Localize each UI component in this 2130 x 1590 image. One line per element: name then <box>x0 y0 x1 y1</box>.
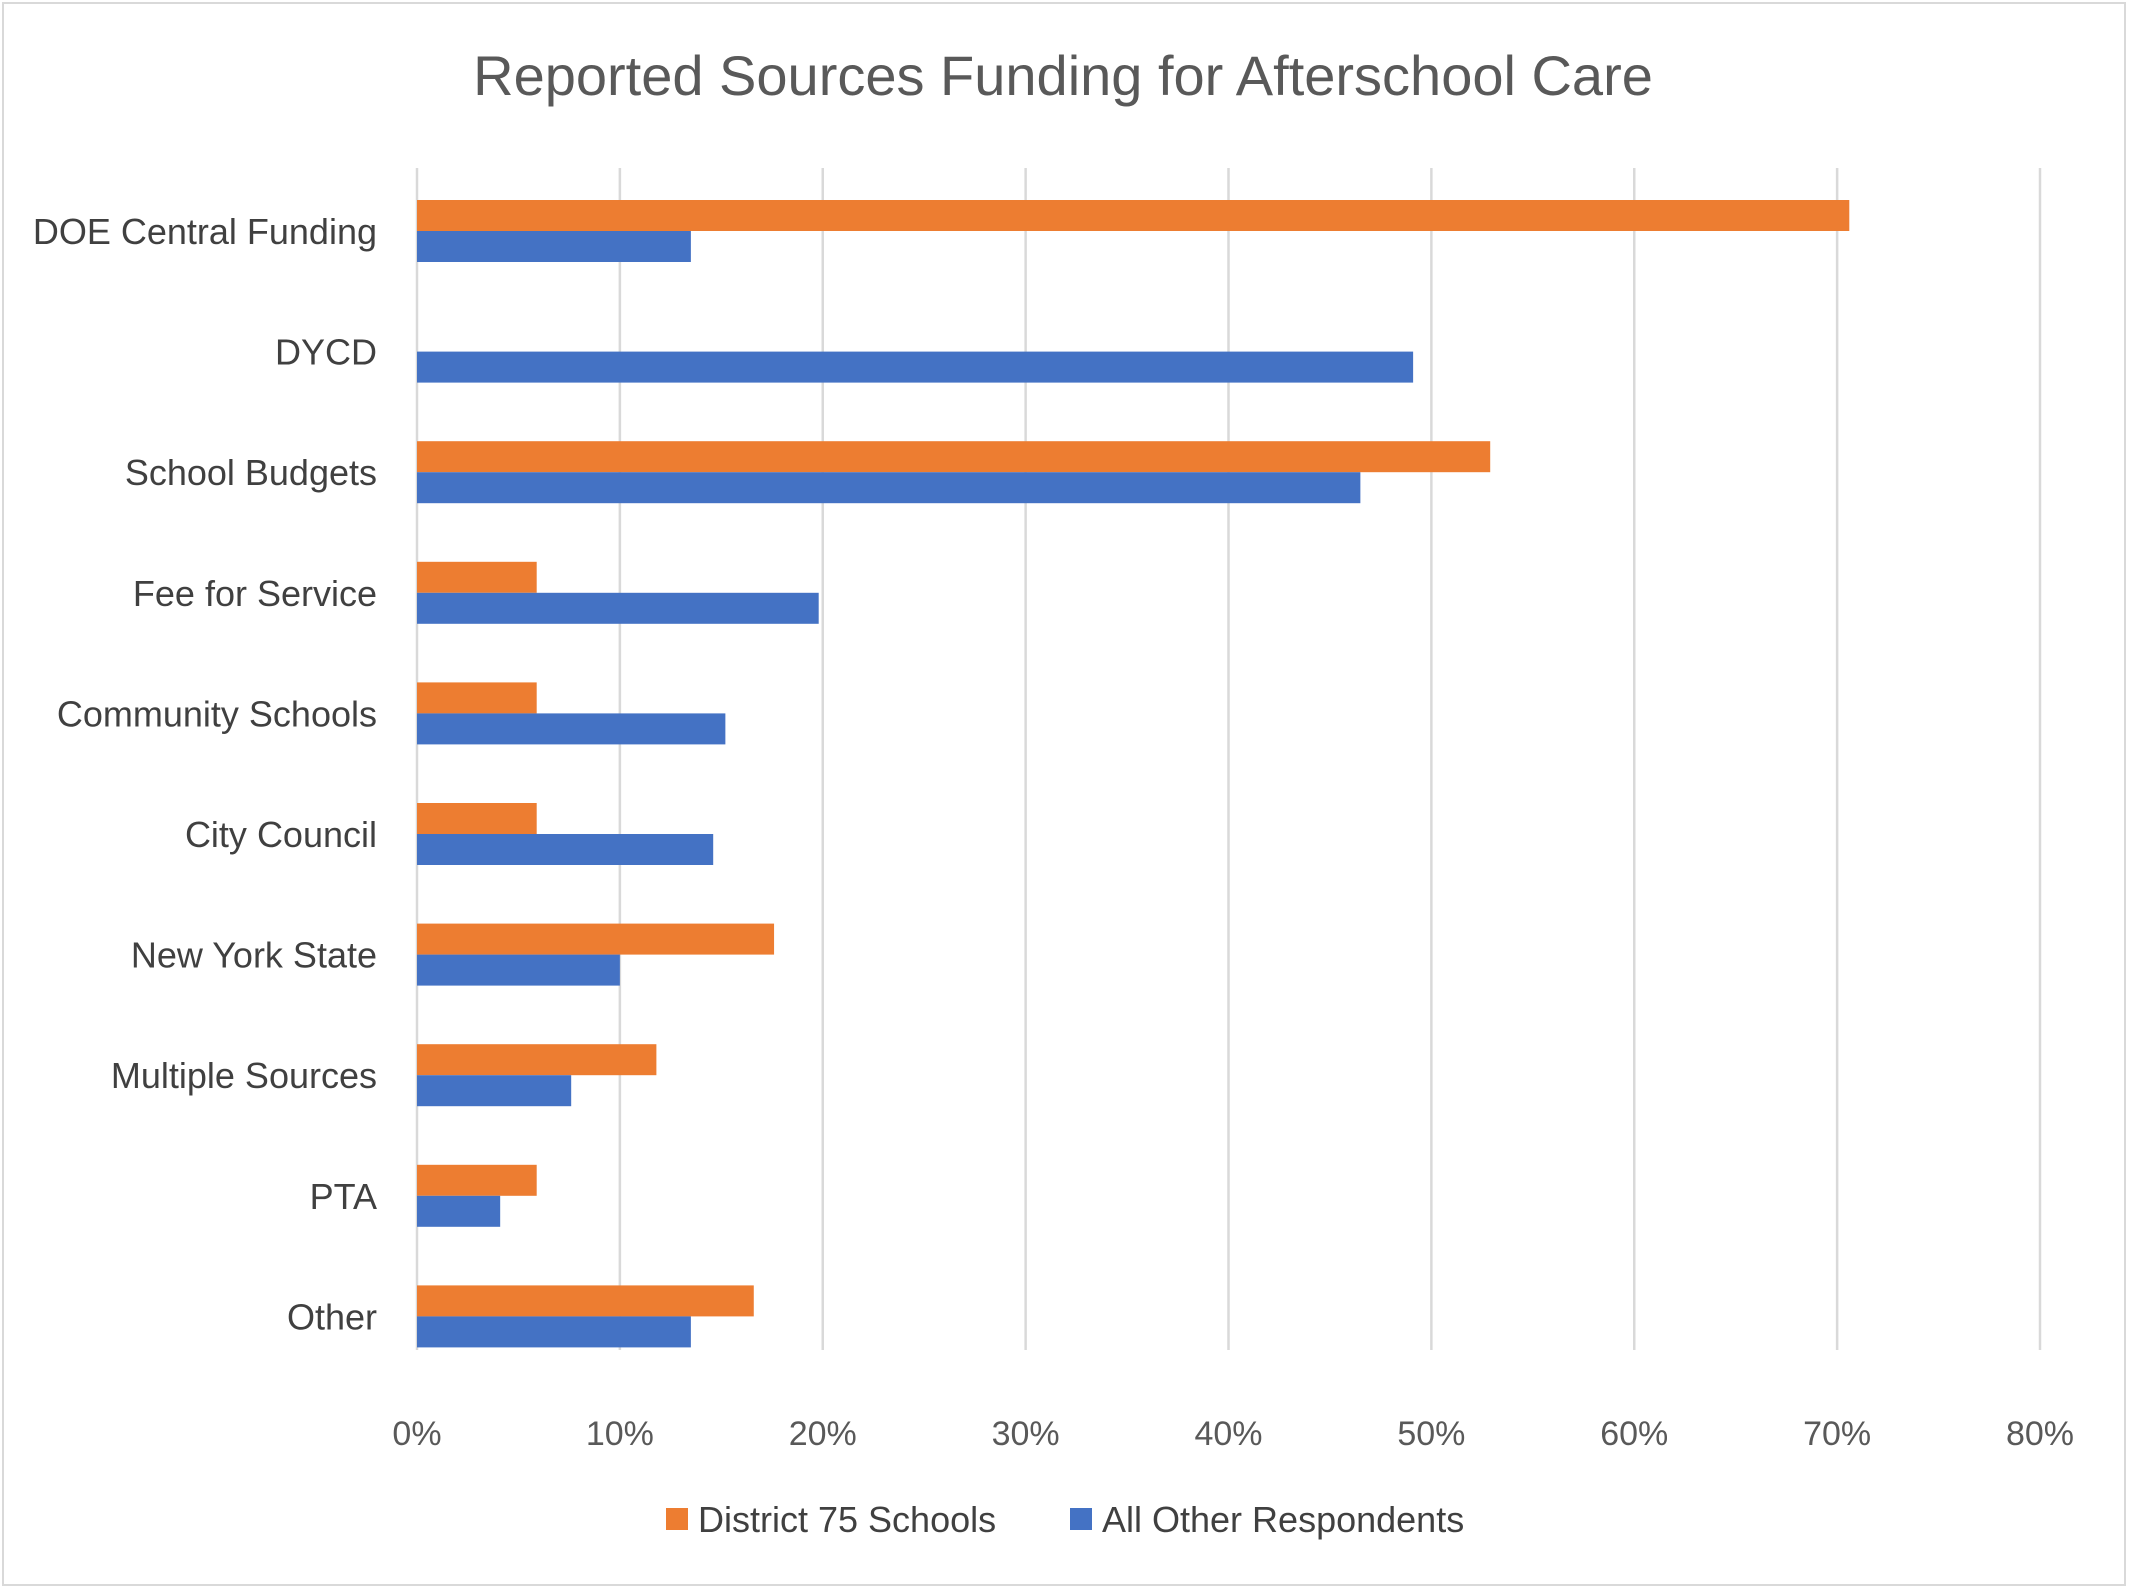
category-label: City Council <box>185 814 377 855</box>
x-tick-label: 0% <box>392 1415 441 1453</box>
bar-all-other <box>417 592 819 624</box>
x-axis-tick-labels: 0% 10% 20% 30% 40% 50% 60% 70% 80% <box>392 1415 2074 1453</box>
bar-all-other <box>417 954 620 986</box>
bars <box>417 200 1850 1348</box>
x-tick-label: 10% <box>586 1415 654 1453</box>
bar-district-75 <box>417 923 775 955</box>
gridlines <box>415 168 2042 1350</box>
x-tick-label: 50% <box>1397 1415 1465 1453</box>
legend: District 75 Schools All Other Respondents <box>666 1499 1464 1540</box>
category-labels: DOE Central Funding DYCD School Budgets Fee… <box>33 211 377 1337</box>
category-label: Multiple Sources <box>111 1055 377 1096</box>
bar-district-75 <box>417 200 1850 231</box>
bar-all-other <box>417 472 1361 504</box>
bar-all-other <box>417 1195 501 1227</box>
category-label: PTA <box>310 1176 377 1217</box>
category-label: DOE Central Funding <box>33 211 377 252</box>
bar-district-75 <box>417 1044 657 1076</box>
bar-all-other <box>417 231 691 262</box>
x-tick-label: 70% <box>1803 1415 1871 1453</box>
chart-title: Reported Sources Funding for Afterschool… <box>473 44 1653 107</box>
category-label: Fee for Service <box>133 573 377 614</box>
bar-district-75 <box>417 561 537 593</box>
bar-all-other <box>417 1075 572 1107</box>
bar-district-75 <box>417 682 537 714</box>
legend-label-district-75: District 75 Schools <box>698 1499 996 1540</box>
bar-all-other <box>417 834 714 865</box>
x-tick-label: 60% <box>1600 1415 1668 1453</box>
bar-district-75 <box>417 1164 537 1196</box>
category-label: Community Schools <box>57 693 377 734</box>
bar-district-75 <box>417 441 1491 473</box>
legend-swatch-district-75 <box>666 1508 688 1530</box>
x-tick-label: 40% <box>1194 1415 1262 1453</box>
legend-label-all-other: All Other Respondents <box>1102 1499 1464 1540</box>
category-label: Other <box>287 1296 377 1337</box>
category-label: School Budgets <box>125 452 377 493</box>
x-tick-label: 30% <box>992 1415 1060 1453</box>
x-tick-label: 20% <box>789 1415 857 1453</box>
bar-district-75 <box>417 803 537 834</box>
x-tick-label: 80% <box>2006 1415 2074 1453</box>
bar-all-other <box>417 713 726 745</box>
category-label: DYCD <box>275 332 377 373</box>
bar-all-other <box>417 351 1414 383</box>
category-label: New York State <box>131 935 377 976</box>
bar-district-75 <box>417 1285 754 1317</box>
legend-swatch-all-other <box>1070 1508 1092 1530</box>
bar-all-other <box>417 1316 691 1348</box>
